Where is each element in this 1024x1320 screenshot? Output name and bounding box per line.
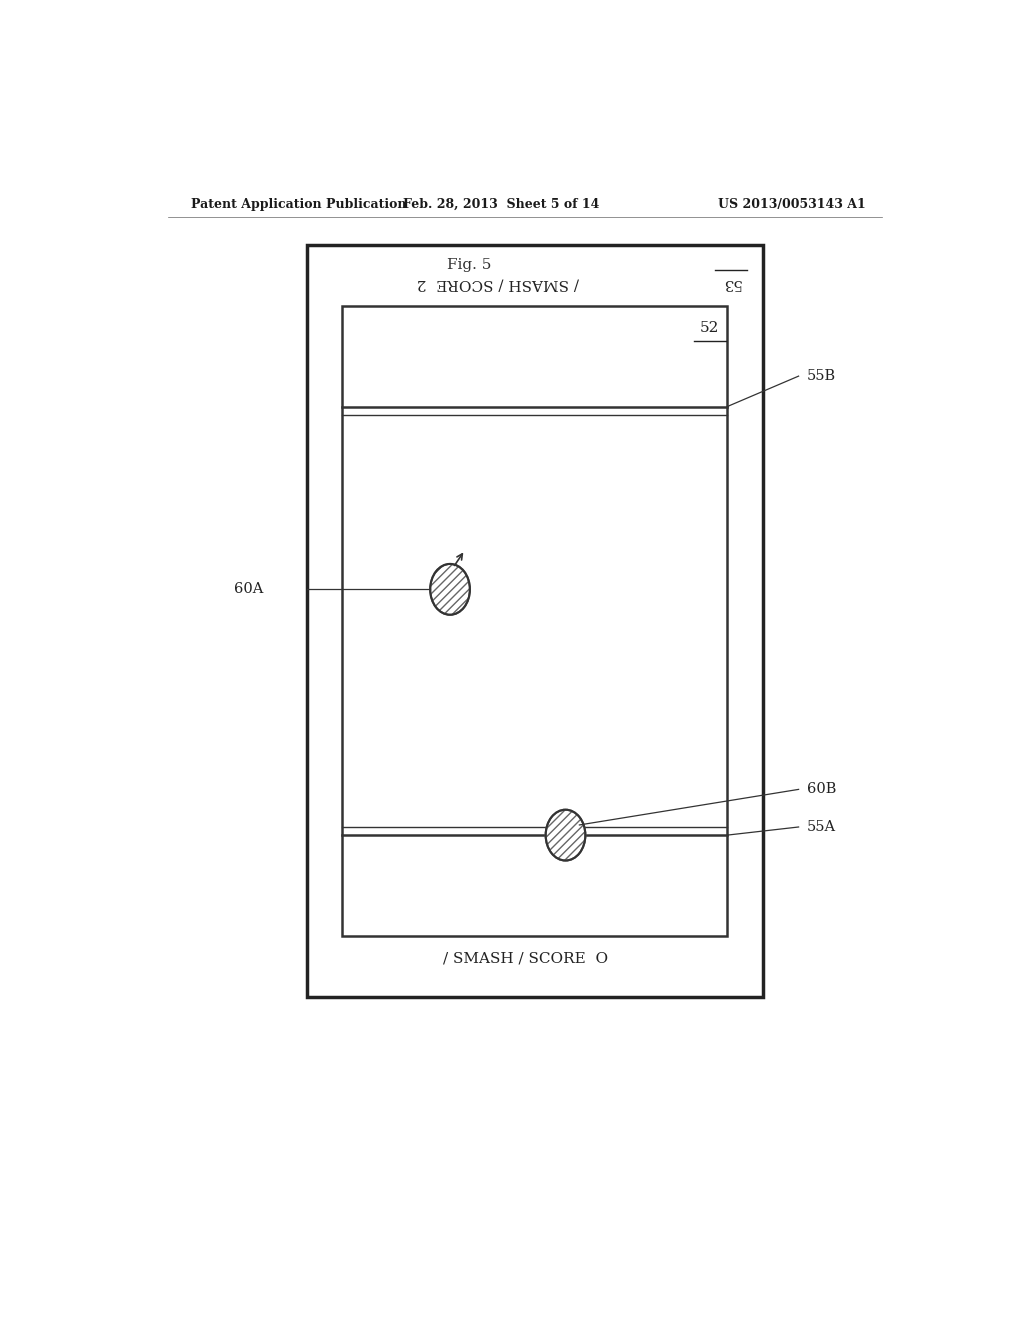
Circle shape [546, 809, 586, 861]
Text: Patent Application Publication: Patent Application Publication [191, 198, 407, 211]
Text: 55B: 55B [807, 370, 836, 383]
Text: / SMASH / SCORE  O: / SMASH / SCORE O [443, 952, 608, 965]
Text: / SMASH / SCORE  2: / SMASH / SCORE 2 [417, 276, 580, 290]
Text: 60A: 60A [233, 582, 263, 597]
Text: Fig. 5: Fig. 5 [447, 259, 492, 272]
Text: 60B: 60B [807, 783, 836, 796]
Text: 55A: 55A [807, 820, 836, 834]
Text: Feb. 28, 2013  Sheet 5 of 14: Feb. 28, 2013 Sheet 5 of 14 [402, 198, 599, 211]
Circle shape [430, 564, 470, 615]
Text: US 2013/0053143 A1: US 2013/0053143 A1 [718, 198, 866, 211]
Bar [342, 306, 727, 936]
Text: 52: 52 [700, 321, 720, 335]
Bar [306, 244, 763, 997]
Text: 53: 53 [722, 276, 740, 290]
